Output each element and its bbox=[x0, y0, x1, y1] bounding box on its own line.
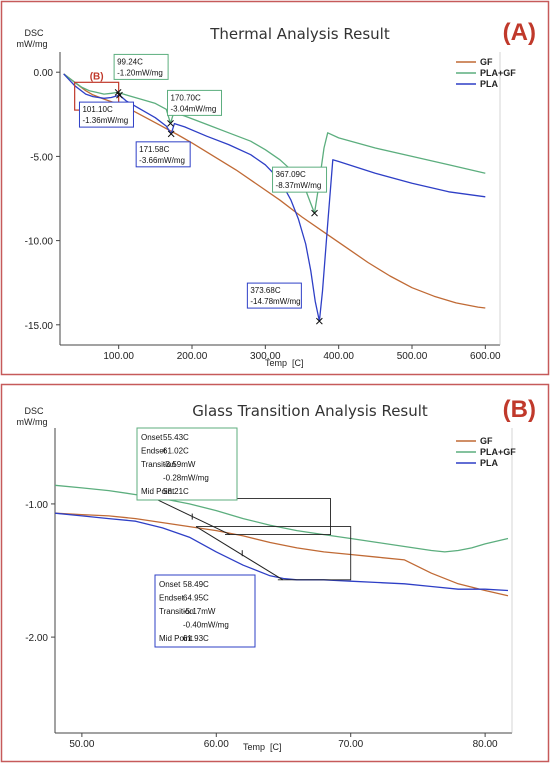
x-tick-label: 200.00 bbox=[177, 351, 208, 362]
annotation-box bbox=[246, 282, 302, 309]
glass-transition-table bbox=[136, 427, 238, 501]
transition-step-bracket bbox=[195, 526, 352, 581]
panel-b-ylabel-line2: mW/mg bbox=[17, 417, 48, 427]
gt-row-value: -0.28mW/mg bbox=[163, 474, 209, 483]
legend-label: GF bbox=[480, 436, 493, 446]
panel-b-title: Glass Transition Analysis Result bbox=[192, 402, 428, 420]
peak-marker bbox=[316, 317, 323, 325]
series-line-pla-gf bbox=[63, 73, 486, 214]
annotation-value: -1.36mW/mg bbox=[82, 116, 128, 125]
panel-a-plot: 100.00 200.00 300.00 400.00 500.00 600.00 0.00… bbox=[25, 52, 516, 362]
annotation-temp: 99.24C bbox=[117, 57, 143, 66]
annotation-value: -8.37mW/mg bbox=[276, 181, 322, 190]
annotation-temp: 373.68C bbox=[250, 286, 280, 295]
legend-label: PLA+GF bbox=[480, 68, 516, 78]
x-tick-label: 600.00 bbox=[470, 351, 501, 362]
annotation-box bbox=[113, 53, 169, 80]
x-tick-label: 500.00 bbox=[397, 351, 428, 362]
x-tick-label: 70.00 bbox=[338, 739, 363, 750]
y-tick-label: 0.00 bbox=[34, 68, 54, 79]
annotation-temp: 171.58C bbox=[139, 145, 169, 154]
gt-row-label: Endset bbox=[141, 447, 167, 456]
y-tick-label: -15.00 bbox=[25, 321, 54, 332]
gt-row-value: -3.59mW bbox=[163, 460, 196, 469]
transition-tangent-line bbox=[195, 526, 284, 581]
gt-row-label: Mid Point bbox=[159, 634, 193, 643]
gt-row-value: -0.40mW/mg bbox=[183, 621, 229, 630]
gt-row-label: Onset bbox=[141, 433, 163, 442]
peak-marker bbox=[116, 91, 123, 99]
panel-b-xlabel-text: Temp bbox=[243, 742, 265, 752]
annotation-value: -3.66mW/mg bbox=[139, 156, 185, 165]
panel-a-letter: (A) bbox=[503, 19, 536, 46]
gt-row-label: Transition bbox=[141, 460, 176, 469]
peak-marker bbox=[167, 130, 175, 138]
x-tick-label: 50.00 bbox=[69, 739, 94, 750]
x-tick-label: 80.00 bbox=[473, 739, 498, 750]
inset-region-label: (B) bbox=[90, 71, 104, 82]
panel-b-plot: 50.00 60.00 70.00 80.00 -1.00 -2.00 GFPLA+GFPL… bbox=[25, 427, 516, 750]
panel-b-xlabel: Temp [C] bbox=[243, 742, 282, 752]
gt-row-value: 55.43C bbox=[163, 433, 189, 442]
annotation-value: -1.20mW/mg bbox=[117, 68, 163, 77]
panel-a-xlabel-unit: [C] bbox=[292, 358, 304, 368]
y-tick-label: -2.00 bbox=[25, 633, 48, 644]
transition-step-bracket bbox=[154, 498, 331, 536]
x-tick-label: 100.00 bbox=[103, 351, 134, 362]
annotation-box bbox=[135, 141, 191, 168]
panel-a-ylabel-line1: DSC bbox=[24, 28, 44, 38]
peak-marker bbox=[167, 120, 174, 127]
y-tick-label: -5.00 bbox=[30, 152, 53, 163]
panel-a-xlabel-text: Temp bbox=[265, 358, 287, 368]
annotation-value: -3.04mW/mg bbox=[171, 104, 217, 113]
panel-b-ylabel-line1: DSC bbox=[24, 406, 44, 416]
y-tick-label: -10.00 bbox=[25, 237, 54, 248]
panel-b-xlabel-unit: [C] bbox=[270, 742, 282, 752]
series-line-pla bbox=[63, 73, 486, 322]
gt-row-value: 58.21C bbox=[163, 487, 189, 496]
x-tick-label: 400.00 bbox=[323, 351, 354, 362]
panel-a-ylabel-line2: mW/mg bbox=[17, 39, 48, 49]
gt-row-label: Onset bbox=[159, 580, 181, 589]
x-tick-label: 60.00 bbox=[204, 739, 229, 750]
gt-row-label: Transition bbox=[159, 607, 194, 616]
annotation-box bbox=[167, 89, 223, 116]
legend-label: PLA bbox=[480, 458, 499, 468]
gt-row-label: Endset bbox=[159, 594, 185, 603]
gt-row-value: -5.17mW bbox=[183, 607, 216, 616]
glass-transition-table bbox=[154, 574, 256, 648]
gt-row-value: 61.93C bbox=[183, 634, 209, 643]
series-group bbox=[63, 73, 486, 322]
gt-row-value: 61.02C bbox=[163, 447, 189, 456]
legend-label: PLA bbox=[480, 79, 499, 89]
annotation-temp: 170.70C bbox=[171, 93, 201, 102]
panel-b-letter: (B) bbox=[503, 396, 536, 423]
gt-row-label: Mid Point bbox=[141, 487, 175, 496]
series-line-gf bbox=[55, 512, 509, 597]
annotation-box bbox=[272, 166, 328, 193]
annotation-temp: 101.10C bbox=[82, 105, 112, 114]
panel-b-frame bbox=[0, 383, 550, 763]
gt-row-value: 64.95C bbox=[183, 594, 209, 603]
annotation-temp: 367.09C bbox=[276, 170, 306, 179]
legend-label: PLA+GF bbox=[480, 447, 516, 457]
annotation-value: -14.78mW/mg bbox=[250, 297, 300, 306]
panel-a-title: Thermal Analysis Result bbox=[209, 25, 390, 43]
peak-marker bbox=[311, 209, 318, 217]
legend-label: GF bbox=[480, 57, 493, 67]
y-tick-label: -1.00 bbox=[25, 500, 48, 511]
annotation-box bbox=[78, 101, 134, 128]
x-tick-label: 300.00 bbox=[250, 351, 281, 362]
panel-a-xlabel: Temp [C] bbox=[265, 358, 304, 368]
series-line-pla bbox=[55, 512, 509, 592]
gt-row-value: 58.49C bbox=[183, 580, 209, 589]
